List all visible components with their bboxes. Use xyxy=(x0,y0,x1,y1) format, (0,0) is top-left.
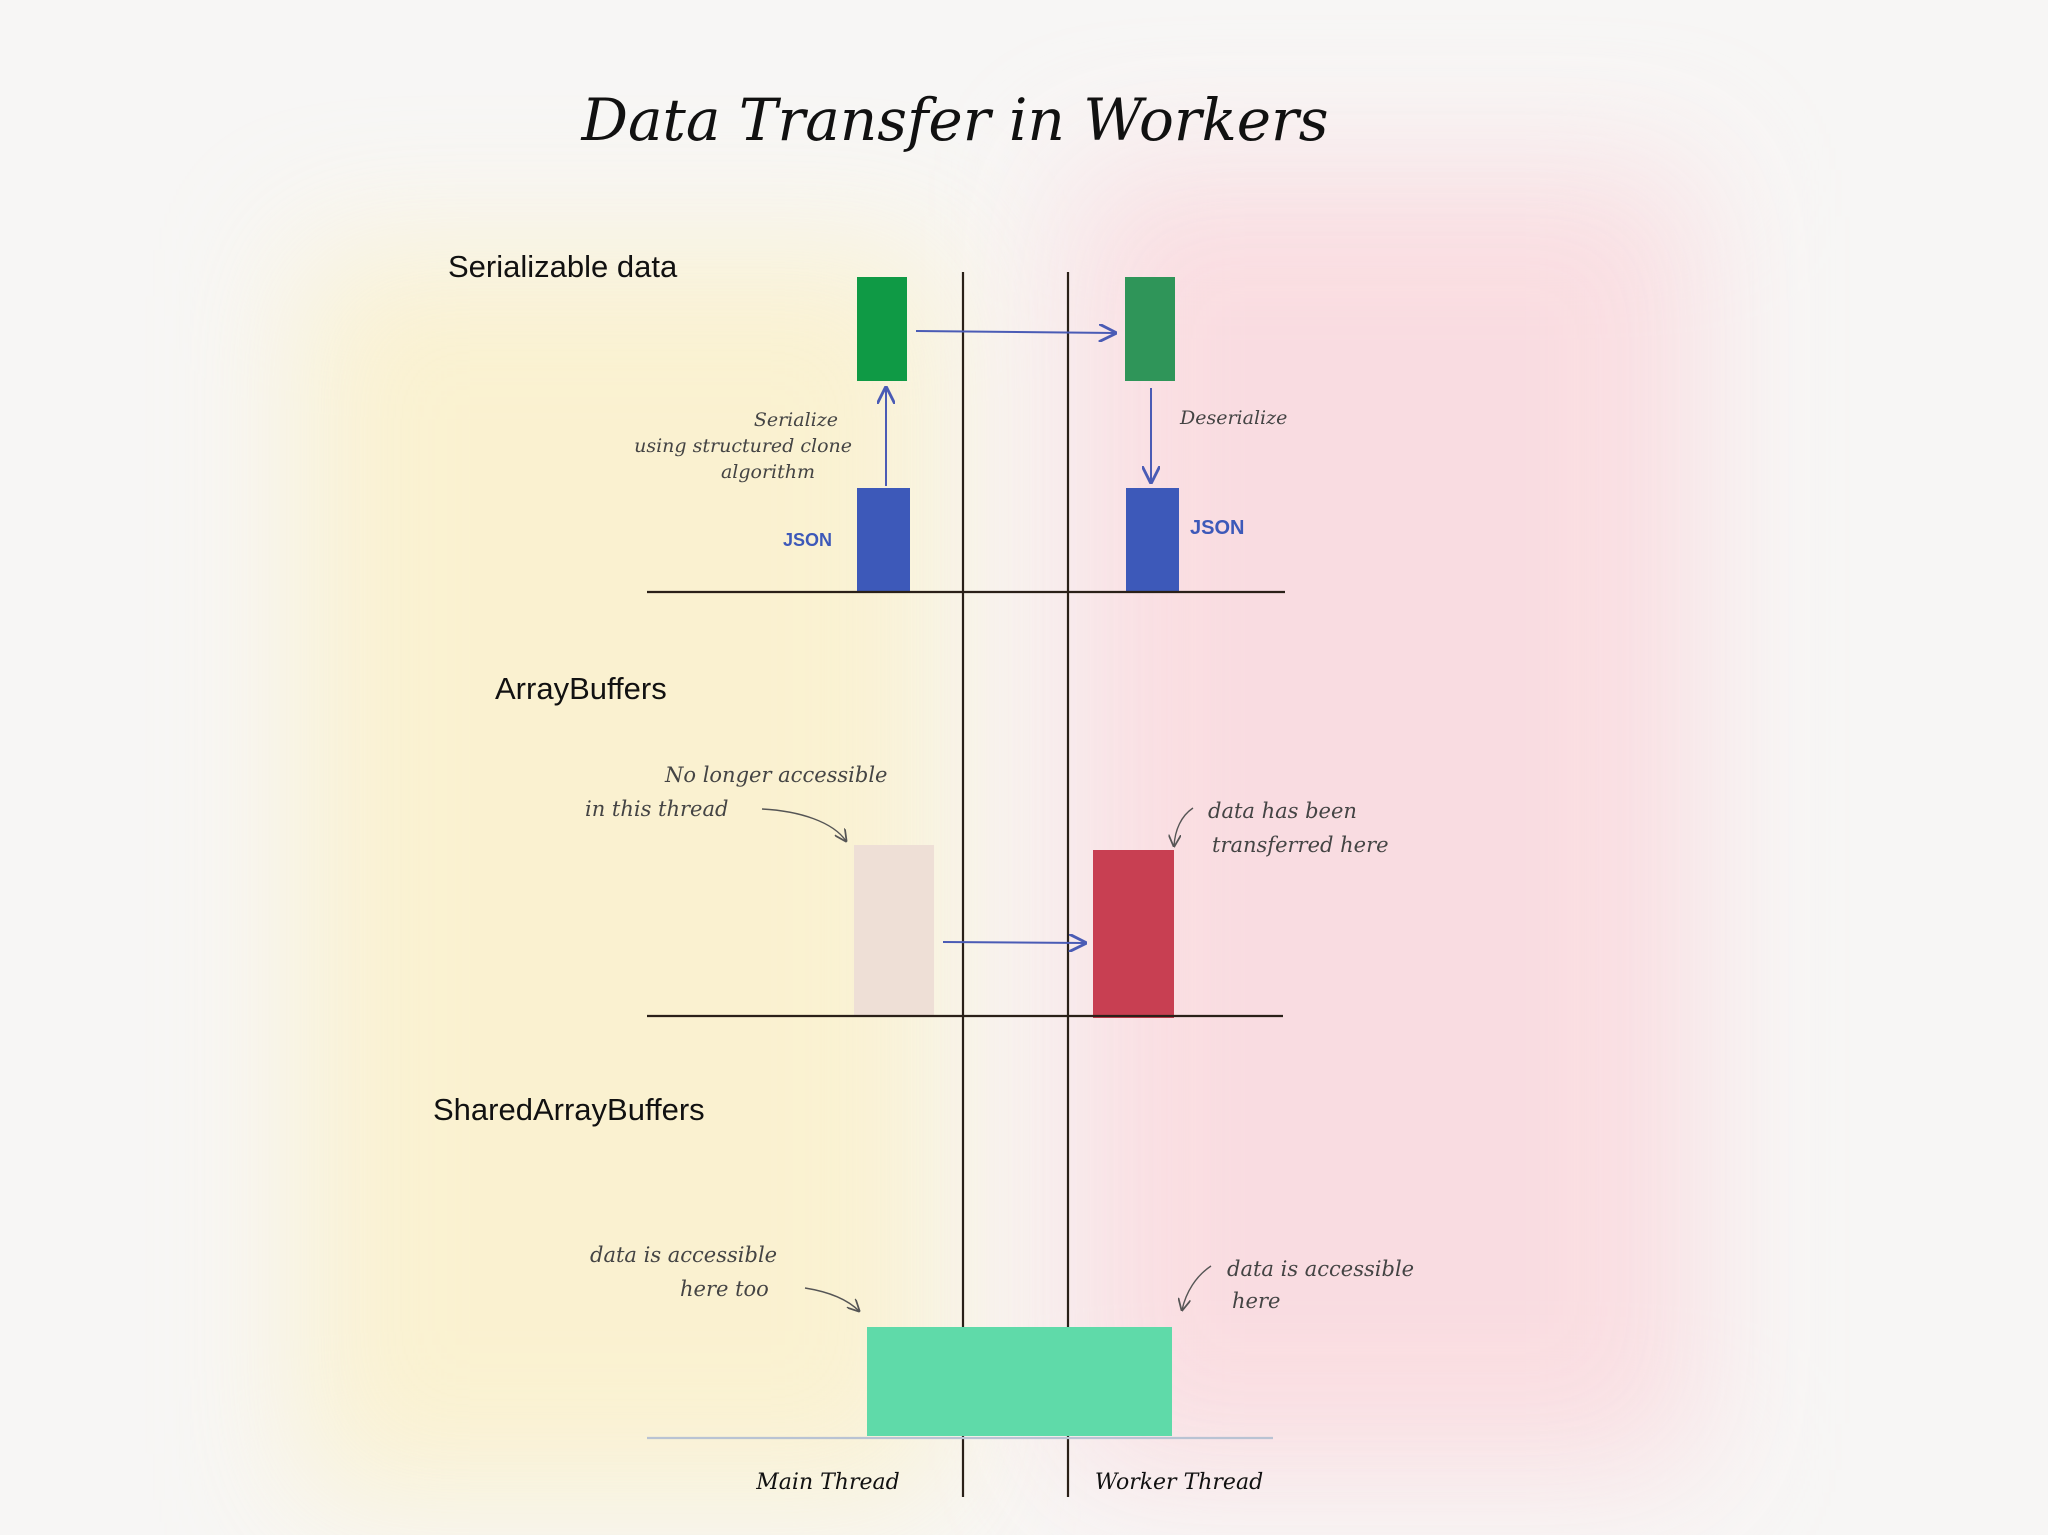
arraybuffer-main-note-line-2: in this thread xyxy=(585,797,728,821)
main-thread-label: Main Thread xyxy=(755,1470,899,1495)
worker-tint-wash xyxy=(1075,170,1695,1470)
deserialize-note: Deserialize xyxy=(1179,407,1287,429)
shared-main-note-arrow xyxy=(804,1287,859,1311)
arraybuffer-worker-note-line-1: data has been xyxy=(1208,799,1357,823)
serialized-block-main xyxy=(857,277,907,381)
section-heading-shared: SharedArrayBuffers xyxy=(433,1092,705,1127)
arraybuffer-block-worker xyxy=(1093,850,1174,1018)
arraybuffer-block-faded xyxy=(854,845,934,1015)
arraybuffer-main-note-arrow xyxy=(761,808,846,841)
worker-thread-tint xyxy=(1075,170,1695,1470)
shared-buffer-block xyxy=(867,1327,1172,1436)
shared-worker-note-arrow xyxy=(1182,1265,1212,1310)
transfer-arrow-arraybuffer xyxy=(942,942,1085,943)
section-heading-serializable: Serializable data xyxy=(448,249,678,284)
arraybuffer-worker-note-arrow xyxy=(1174,807,1194,846)
serialize-note-line-3: algorithm xyxy=(721,461,815,483)
worker-thread-label: Worker Thread xyxy=(1095,1470,1263,1495)
main-tint-wash xyxy=(300,250,940,1500)
section-heading-arraybuffers: ArrayBuffers xyxy=(495,671,667,706)
main-thread-tint xyxy=(300,250,940,1500)
arraybuffer-main-note-line-1: No longer accessible xyxy=(664,763,888,787)
serialize-note-line-1: Serialize xyxy=(754,409,838,431)
json-block-main xyxy=(857,488,910,593)
arraybuffer-worker-note-line-2: transferred here xyxy=(1212,833,1389,857)
json-label-main: JSON xyxy=(783,530,832,550)
json-label-worker: JSON xyxy=(1190,517,1244,539)
shared-main-note-line-1: data is accessible xyxy=(590,1243,777,1267)
serialize-note-line-2: using structured clone xyxy=(634,435,852,457)
shared-main-note-line-2: here too xyxy=(680,1277,769,1301)
json-block-worker xyxy=(1126,488,1179,593)
serialized-block-worker xyxy=(1125,277,1175,381)
shared-worker-note-line-1: data is accessible xyxy=(1227,1257,1414,1281)
transfer-arrow-serialized xyxy=(915,331,1115,333)
page-title: Data Transfer in Workers xyxy=(580,86,1328,154)
shared-worker-note-line-2: here xyxy=(1232,1289,1280,1313)
